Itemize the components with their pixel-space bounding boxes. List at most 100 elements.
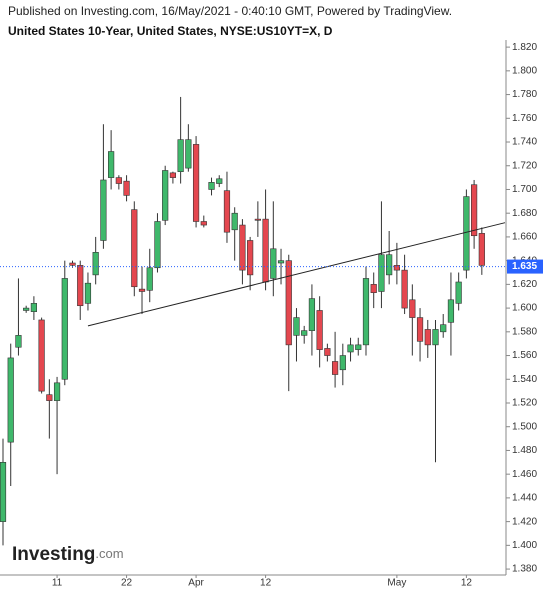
candle-body: [61, 278, 68, 380]
y-tick-label: 1.680: [512, 208, 537, 219]
candle-body: [0, 462, 7, 522]
candle-body: [7, 357, 14, 443]
x-tick-label: May: [387, 578, 406, 589]
x-tick-label: 11: [52, 578, 63, 589]
candle-body: [100, 179, 107, 241]
candle-body: [247, 240, 254, 276]
y-tick-label: 1.760: [512, 113, 537, 124]
candle-body: [393, 265, 400, 271]
x-tick-label: 22: [121, 578, 133, 589]
logo: Investing.com: [12, 544, 124, 565]
y-tick-label: 1.740: [512, 137, 537, 148]
candle-body: [331, 361, 339, 375]
candle-body: [15, 335, 22, 348]
y-tick-label: 1.600: [512, 303, 537, 314]
x-tick-label: Apr: [188, 578, 204, 589]
y-tick-label: 1.560: [512, 350, 537, 361]
candle-body: [455, 281, 462, 304]
candle-body: [84, 282, 92, 304]
candle-body: [177, 139, 184, 172]
candle-body: [239, 224, 246, 271]
candle-body: [277, 260, 285, 264]
y-tick-label: 1.780: [512, 89, 537, 100]
y-tick-label: 1.540: [512, 374, 537, 385]
candle-body: [169, 172, 177, 178]
candle-body: [123, 180, 130, 196]
candle-body: [200, 221, 207, 226]
candle-body: [131, 209, 138, 288]
y-tick-label: 1.820: [512, 42, 537, 53]
y-tick-label: 1.800: [512, 65, 537, 76]
candle-body: [46, 394, 53, 401]
candle-body: [463, 196, 470, 271]
x-tick-label: 12: [461, 578, 473, 589]
candle-body: [254, 218, 261, 221]
candle-body: [416, 317, 424, 342]
candle-body: [53, 382, 61, 401]
candle-body: [38, 319, 45, 392]
candle-body: [138, 288, 146, 292]
candle-body: [92, 252, 99, 276]
candle-body: [293, 317, 300, 336]
candle-body: [262, 218, 269, 283]
candle-body: [69, 262, 76, 266]
candle-body: [23, 307, 30, 311]
last-value-label: 1.635: [512, 261, 537, 272]
candle-body: [409, 299, 416, 318]
candle-body: [440, 324, 447, 333]
candle-body: [347, 344, 354, 353]
y-tick-label: 1.400: [512, 540, 537, 551]
y-tick-label: 1.660: [512, 232, 537, 243]
y-tick-label: 1.580: [512, 326, 537, 337]
candle-body: [447, 299, 455, 323]
candle-body: [216, 178, 223, 184]
y-tick-label: 1.480: [512, 445, 537, 456]
candle-body: [355, 344, 362, 350]
candle-body: [208, 182, 215, 190]
y-tick-label: 1.620: [512, 279, 537, 290]
candle-body: [316, 310, 323, 350]
candle-body: [370, 284, 377, 293]
candle-body: [162, 170, 169, 221]
chart-title: United States 10-Year, United States, NY…: [8, 24, 333, 38]
y-tick-label: 1.460: [512, 469, 537, 480]
candle-body: [108, 151, 115, 178]
logo-name: Investing: [12, 544, 95, 565]
candle-body: [424, 329, 431, 346]
trendline: [87, 222, 506, 327]
candle-body: [30, 303, 37, 312]
candle-body: [301, 330, 308, 336]
y-tick-label: 1.700: [512, 184, 537, 195]
candle-body: [270, 248, 277, 279]
candle-body: [192, 144, 200, 222]
x-tick-label: 12: [260, 578, 272, 589]
y-tick-label: 1.420: [512, 516, 537, 527]
y-tick-label: 1.440: [512, 493, 537, 504]
y-tick-label: 1.380: [512, 564, 537, 575]
candle-body: [115, 177, 122, 184]
candle-body: [308, 298, 316, 331]
candle-body: [231, 212, 238, 231]
candle-body: [471, 184, 478, 237]
last-value-box: [507, 259, 543, 274]
candle-body: [146, 267, 153, 291]
candle-body: [478, 233, 485, 266]
candle-body: [339, 355, 346, 371]
candle-body: [185, 139, 192, 169]
header: Published on Investing.com, 16/May/2021 …: [8, 4, 452, 18]
candle-body: [378, 254, 385, 292]
candle-body: [401, 269, 408, 309]
candle-body: [324, 348, 331, 356]
y-tick-label: 1.500: [512, 421, 537, 432]
candle-body: [432, 329, 439, 346]
candle-body: [154, 221, 161, 269]
candle-body: [77, 265, 84, 307]
candle-body: [362, 278, 370, 346]
y-tick-label: 1.520: [512, 398, 537, 409]
y-tick-label: 1.720: [512, 160, 537, 171]
candle-body: [223, 190, 231, 233]
candle-body: [386, 254, 393, 276]
candle-body: [285, 260, 292, 346]
logo-suffix: .com: [95, 546, 123, 561]
